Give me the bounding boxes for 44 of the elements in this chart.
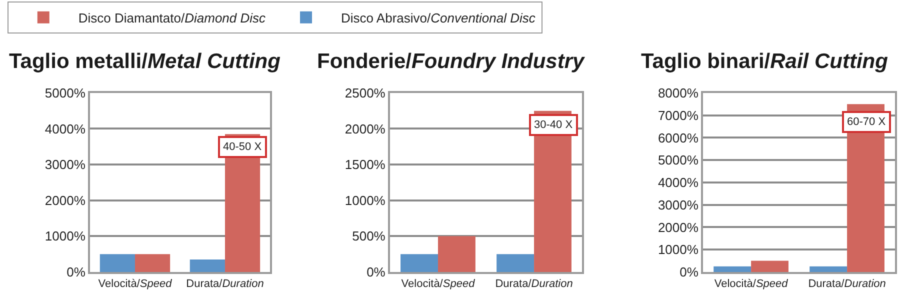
y-tick-label: 4000% [658,175,699,190]
y-tick-label: 2000% [344,121,386,136]
y-tick-label: 5000% [44,85,86,100]
chart-title: Fonderie/Foundry Industry [317,50,586,73]
x-tick-label: Velocità/Speed [98,278,173,290]
x-tick-label: Durata/Duration [808,278,886,290]
y-tick-label: 0% [66,264,86,280]
y-tick-label: 7000% [658,108,699,123]
y-tick-label: 3000% [658,197,699,212]
chart-title: Taglio binari/Rail Cutting [641,50,888,73]
x-tick-label: Velocità/Speed [714,278,789,290]
bar [134,254,170,272]
y-tick-label: 0% [680,264,699,280]
y-tick-label: 2500% [344,85,386,100]
y-tick-label: 2000% [658,220,699,235]
y-tick-label: 2000% [44,192,86,208]
y-tick-label: 1000% [44,228,86,244]
bar [751,260,788,272]
annotation: 30-40 X [534,119,574,131]
y-tick-label: 500% [352,228,386,244]
bar [190,259,225,272]
legend-label: Disco Abrasivo/Conventional Disc [341,10,536,26]
y-tick-label: 1500% [344,157,386,172]
y-tick-label: 8000% [658,85,699,100]
x-tick-label: Durata/Duration [495,278,573,290]
legend-label: Disco Diamantato/Diamond Disc [78,10,266,26]
bar [810,266,848,272]
y-tick-label: 3000% [44,157,86,172]
bar [714,266,752,272]
annotation: 40-50 X [223,141,262,153]
chart-title: Taglio metalli/Metal Cutting [9,50,281,73]
bar [400,254,438,272]
y-tick-label: 0% [366,264,386,280]
x-tick-label: Velocità/Speed [401,278,476,290]
x-tick-label: Durata/Duration [186,278,264,290]
y-tick-label: 4000% [44,121,86,136]
y-tick-label: 5000% [658,152,699,168]
y-tick-label: 1000% [658,242,699,258]
bar [438,236,476,272]
bar [496,254,534,272]
y-tick-label: 6000% [658,130,699,146]
annotation: 60-70 X [847,116,886,128]
y-tick-label: 1000% [344,192,386,208]
bar [100,254,135,272]
